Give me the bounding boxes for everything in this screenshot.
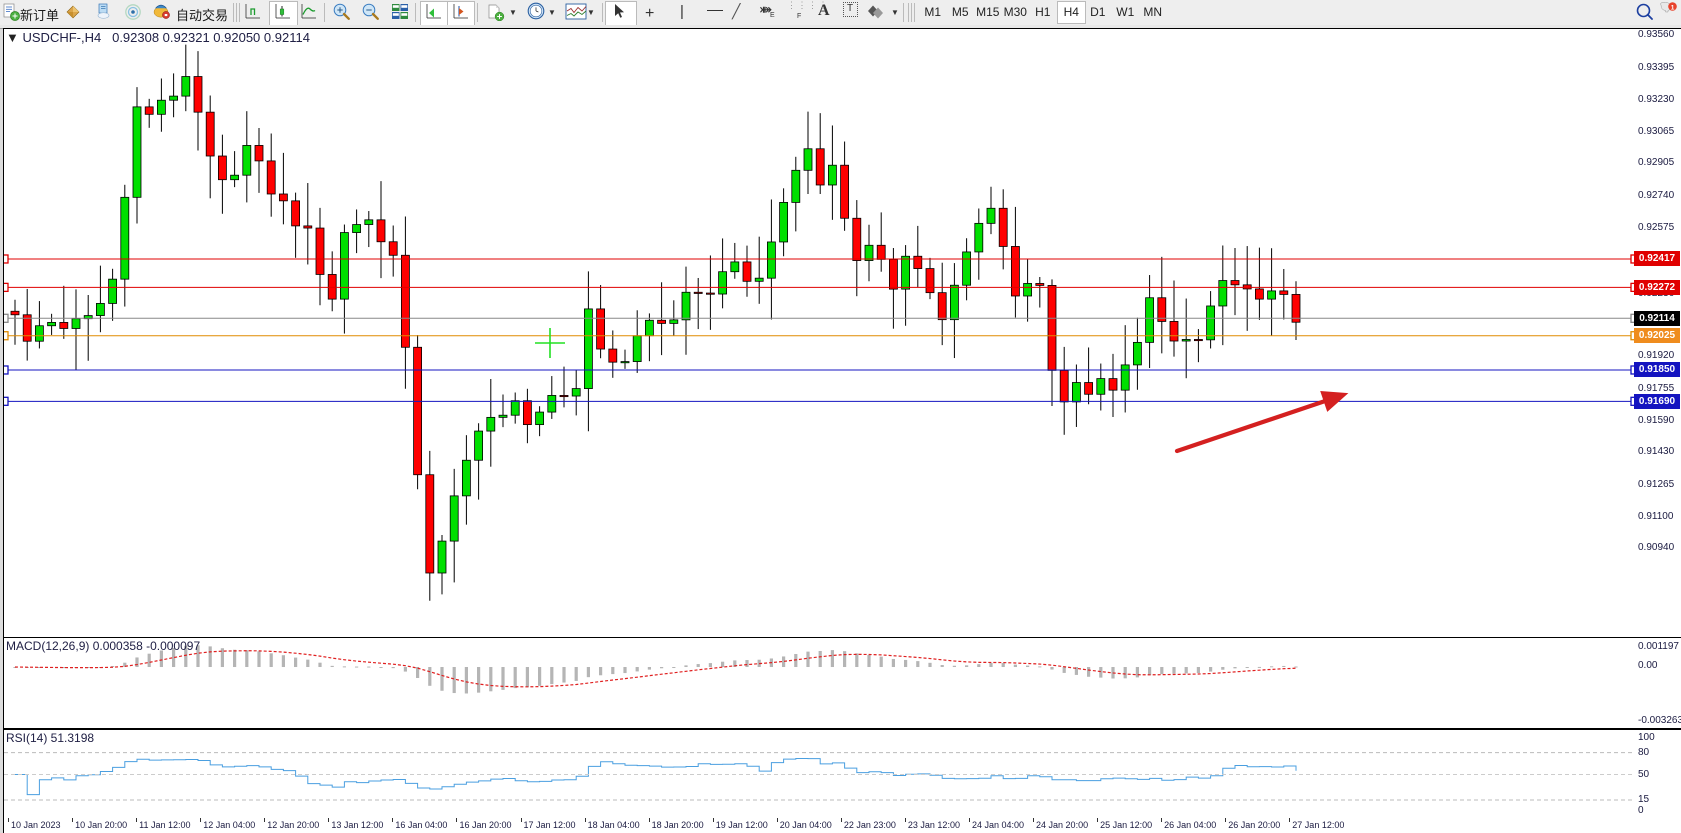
svg-text:1: 1 [1671, 4, 1675, 11]
